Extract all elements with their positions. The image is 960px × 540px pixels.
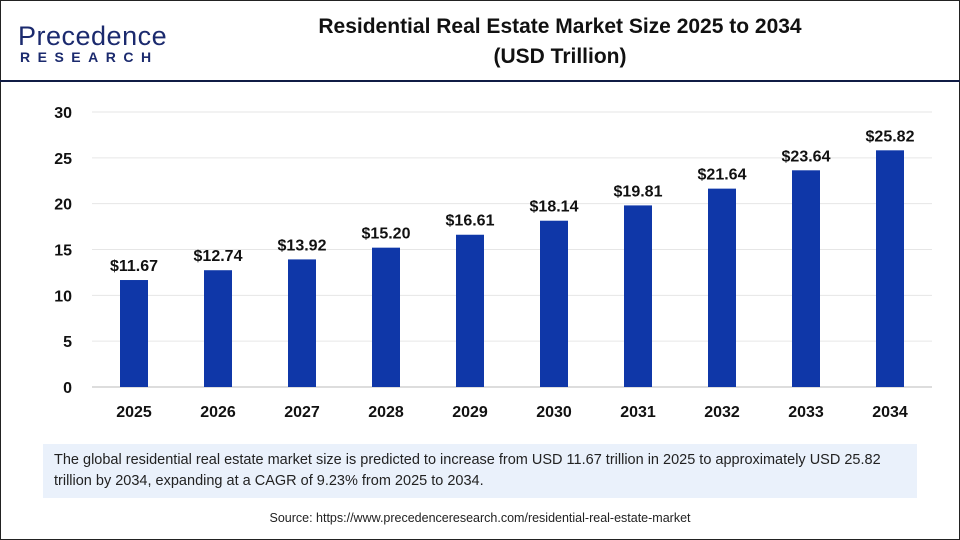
data-label: $12.74 [194,248,243,265]
x-tick-label: 2026 [200,404,236,421]
bar-2026 [204,270,232,387]
y-tick-label: 25 [54,151,72,168]
header: Precedence RESEARCH Residential Real Est… [0,0,960,82]
x-tick-label: 2031 [620,404,656,421]
caption: The global residential real estate marke… [43,444,917,498]
bar-2030 [540,220,568,387]
y-tick-label: 5 [63,334,72,351]
data-label: $15.20 [362,226,411,243]
x-tick-label: 2025 [116,404,152,421]
title-line2: (USD Trillion) [493,45,627,68]
logo-line1: Precedence [18,21,168,51]
y-tick-label: 0 [63,380,72,397]
data-label: $11.67 [110,258,158,275]
x-tick-label: 2032 [704,404,740,421]
logo-line2: RESEARCH [20,49,159,65]
data-label: $18.14 [530,199,579,216]
bar-2031 [624,205,652,387]
source-text: Source: https://www.precedenceresearch.c… [269,511,691,525]
data-label: $23.64 [782,148,831,165]
data-label: $25.82 [866,128,915,145]
bar-2033 [792,170,820,387]
chart-title: Residential Real Estate Market Size 2025… [240,12,880,72]
y-tick-label: 10 [54,288,72,305]
bar-2027 [288,259,316,387]
y-tick-label: 30 [54,105,72,122]
data-label: $16.61 [446,213,495,230]
x-tick-label: 2033 [788,404,824,421]
data-label: $21.64 [698,167,747,184]
bar-2028 [372,247,400,387]
data-label: $19.81 [614,183,663,200]
x-tick-label: 2029 [452,404,488,421]
y-tick-label: 20 [54,197,72,214]
x-tick-label: 2030 [536,404,572,421]
title-line1: Residential Real Estate Market Size 2025… [318,15,802,38]
data-label: $13.92 [278,237,327,254]
x-tick-label: 2034 [872,404,908,421]
bar-2025 [120,280,148,387]
bar-chart: 051015202530$11.672025$12.742026$13.9220… [54,105,932,421]
y-tick-label: 15 [54,243,72,260]
bar-2029 [456,234,484,387]
x-tick-label: 2028 [368,404,404,421]
bar-2032 [708,188,736,387]
x-tick-label: 2027 [284,404,320,421]
logo: Precedence RESEARCH [18,22,167,64]
bar-2034 [876,150,904,387]
